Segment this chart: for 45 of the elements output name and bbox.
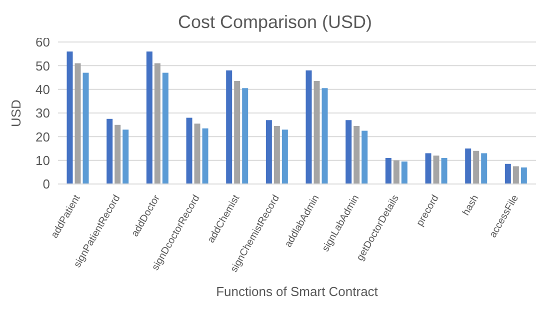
bar: [194, 124, 200, 184]
bar: [202, 128, 208, 184]
bar: [512, 166, 519, 184]
bar: [322, 88, 328, 184]
bar: [393, 160, 400, 184]
bar: [74, 63, 81, 184]
bar: [282, 130, 288, 184]
bar: [154, 63, 160, 184]
bar: [266, 120, 272, 184]
bar: [465, 148, 472, 184]
bar: [186, 118, 192, 184]
bar: [481, 153, 488, 184]
y-tick-label: 20: [36, 129, 50, 144]
y-tick-label: 30: [36, 106, 50, 121]
bar: [146, 51, 152, 184]
bar: [274, 126, 280, 184]
y-axis-title: USD: [8, 100, 24, 127]
bar: [226, 70, 232, 184]
bar: [82, 72, 89, 184]
bar: [314, 81, 320, 184]
bar: [66, 51, 73, 184]
bar: [346, 120, 352, 184]
bar: [242, 88, 248, 184]
bar: [362, 130, 368, 184]
y-tick-label: 40: [36, 82, 50, 97]
bar: [441, 158, 448, 184]
bar: [234, 81, 240, 184]
bar: [162, 72, 168, 184]
y-tick-label: 0: [42, 176, 50, 192]
y-tick-label: 50: [36, 58, 50, 74]
bar: [306, 70, 312, 184]
chart-title: Cost Comparison (USD): [178, 12, 372, 32]
bar: [385, 158, 392, 184]
y-tick-label: 10: [36, 152, 50, 168]
bar: [520, 167, 527, 184]
x-axis-title: Functions of Smart Contract: [216, 284, 378, 299]
bar: [473, 150, 480, 184]
bar: [106, 118, 113, 184]
bar: [114, 124, 121, 184]
bar: [122, 130, 129, 184]
bar: [425, 153, 432, 184]
bar: [401, 162, 408, 184]
bar: [504, 164, 511, 184]
bar: [354, 126, 360, 184]
bar: [433, 156, 440, 184]
